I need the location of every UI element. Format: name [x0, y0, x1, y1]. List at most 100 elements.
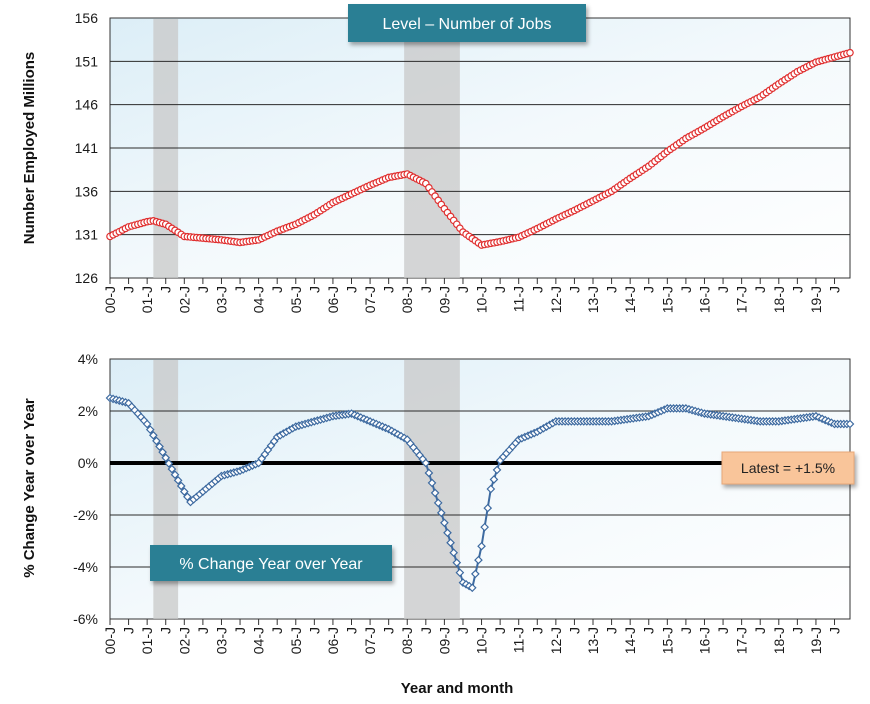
data-point	[176, 481, 186, 491]
x-tick-label: 12-J	[548, 286, 564, 313]
data-point	[424, 468, 434, 478]
bottom-y-tick-labels: -6% -4% -2% 0% 2% 4%	[73, 351, 98, 627]
x-tick-label: 10-J	[474, 286, 490, 313]
x-tick-label: 14-J	[622, 627, 638, 654]
x-tick-label: J	[678, 627, 694, 634]
data-point	[179, 487, 189, 496]
data-point	[489, 475, 499, 484]
bottom-series	[105, 393, 855, 593]
data-point	[486, 484, 496, 494]
x-tick-label: J	[827, 286, 843, 293]
data-point	[449, 548, 459, 558]
x-tick-label: J	[158, 286, 174, 293]
x-tick-label: 06-J	[325, 627, 341, 654]
x-tick-label: 03-J	[213, 627, 229, 654]
x-tick-label: J	[529, 286, 545, 293]
data-point	[467, 583, 477, 593]
top-series	[106, 48, 854, 249]
x-tick-label: 05-J	[288, 627, 304, 654]
latest-annotation: Latest = +1.5%	[741, 460, 835, 476]
data-point	[440, 518, 449, 528]
x-tick-label: 08-J	[399, 627, 415, 654]
y-tick-label: 131	[75, 227, 99, 243]
top-y-axis-label: Number Employed Millions	[21, 52, 38, 245]
x-tick-label: J	[455, 286, 471, 293]
x-tick-label: 00-J	[102, 627, 118, 654]
x-tick-label: 17-J	[734, 627, 750, 654]
x-tick-label: J	[232, 286, 248, 293]
x-tick-label: 03-J	[213, 286, 229, 313]
y-tick-label: 151	[75, 53, 99, 69]
x-tick-label: 19-J	[808, 286, 824, 313]
x-tick-label: 16-J	[696, 627, 712, 654]
data-point	[145, 425, 155, 434]
x-tick-label: 01-J	[139, 286, 155, 313]
x-tick-label: J	[827, 627, 843, 634]
bottom-x-tick-labels: 00-J J 01-J J 02-J J 03-J J 04-J J 05-J J 06-J J 07-J J…	[102, 619, 843, 654]
x-tick-label: J	[789, 627, 805, 634]
x-tick-label: 09-J	[436, 286, 452, 313]
x-tick-label: J	[752, 627, 768, 634]
x-tick-label: J	[306, 286, 322, 293]
x-tick-label: J	[678, 286, 694, 293]
data-point	[161, 453, 171, 463]
top-title-box	[348, 4, 586, 42]
x-tick-label: J	[566, 627, 582, 634]
data-point	[433, 498, 443, 508]
x-tick-label: J	[752, 286, 768, 293]
x-tick-label: J	[195, 627, 211, 634]
x-tick-label: 15-J	[659, 286, 675, 313]
x-tick-label: J	[121, 286, 137, 293]
top-x-tick-labels: 00-J J 01-J J 02-J J 03-J J 04-J J 05-J J 06-J J 07-J J…	[102, 278, 843, 313]
x-tick-label: J	[492, 627, 508, 634]
y-tick-label: 146	[75, 97, 99, 113]
data-point	[421, 458, 431, 468]
x-tick-label: J	[715, 627, 731, 634]
bottom-chart-title: % Change Year over Year	[179, 556, 363, 573]
data-point	[173, 475, 183, 485]
bottom-title-box	[150, 545, 392, 581]
x-tick-label: J	[232, 627, 248, 634]
x-tick-label: 15-J	[659, 627, 675, 654]
x-tick-label: 08-J	[399, 286, 415, 313]
data-point	[446, 538, 455, 548]
x-tick-label: 00-J	[102, 286, 118, 313]
y-tick-label: 0%	[78, 455, 98, 471]
data-point	[142, 419, 152, 429]
x-tick-label: J	[604, 286, 620, 293]
data-point	[474, 555, 483, 565]
y-tick-label: 2%	[78, 403, 98, 419]
x-tick-label: J	[604, 627, 620, 634]
x-tick-label: J	[195, 286, 211, 293]
bottom-y-axis-label: % Change Year over Year	[21, 398, 38, 578]
x-tick-label: 07-J	[362, 286, 378, 313]
x-tick-label: 01-J	[139, 627, 155, 654]
y-tick-label: 136	[75, 183, 99, 199]
data-point	[483, 503, 493, 513]
data-point	[170, 470, 180, 480]
y-tick-label: 141	[75, 140, 99, 156]
data-point	[148, 430, 158, 440]
x-tick-label: 14-J	[622, 286, 638, 313]
data-point	[158, 447, 167, 457]
x-tick-label: J	[344, 627, 360, 634]
x-tick-label: J	[715, 286, 731, 293]
y-tick-label: -6%	[73, 611, 98, 627]
top-chart-title: Level – Number of Jobs	[383, 16, 552, 33]
x-tick-label: 07-J	[362, 627, 378, 654]
top-gridlines	[110, 60, 850, 236]
data-point	[480, 522, 489, 532]
data-point	[430, 488, 440, 498]
x-tick-label: J	[344, 286, 360, 293]
data-point	[155, 442, 164, 451]
data-point	[452, 558, 462, 568]
x-tick-label: 10-J	[474, 627, 490, 654]
x-tick-label: 02-J	[176, 286, 192, 313]
y-tick-label: 126	[75, 270, 99, 286]
y-tick-label: -2%	[73, 507, 98, 523]
y-tick-label: -4%	[73, 559, 98, 575]
x-tick-label: J	[418, 627, 434, 634]
data-point	[183, 492, 192, 502]
